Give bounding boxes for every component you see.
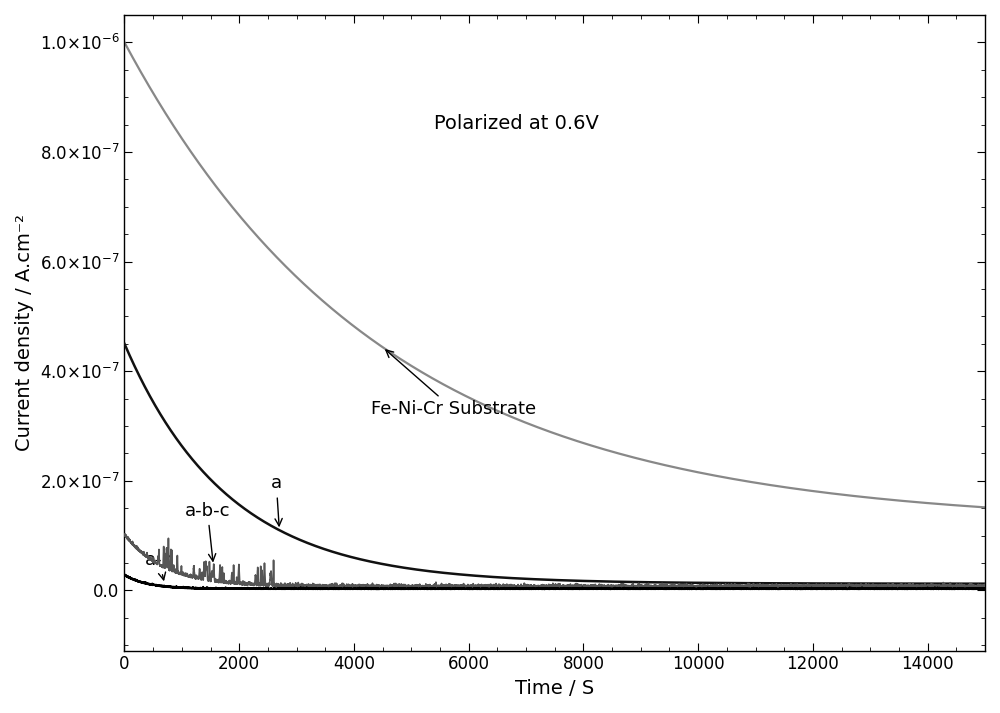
Text: Fe-Ni-Cr Substrate: Fe-Ni-Cr Substrate bbox=[371, 350, 536, 419]
Text: a: a bbox=[271, 474, 282, 526]
Y-axis label: Current density / A.cm⁻²: Current density / A.cm⁻² bbox=[15, 215, 34, 451]
Text: Polarized at 0.6V: Polarized at 0.6V bbox=[434, 113, 599, 133]
Text: a-b-c: a-b-c bbox=[185, 502, 230, 561]
X-axis label: Time / S: Time / S bbox=[515, 679, 594, 698]
Text: a-b: a-b bbox=[145, 551, 174, 580]
